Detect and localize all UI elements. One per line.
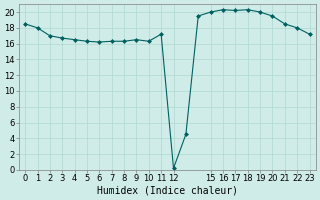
X-axis label: Humidex (Indice chaleur): Humidex (Indice chaleur) — [97, 186, 238, 196]
